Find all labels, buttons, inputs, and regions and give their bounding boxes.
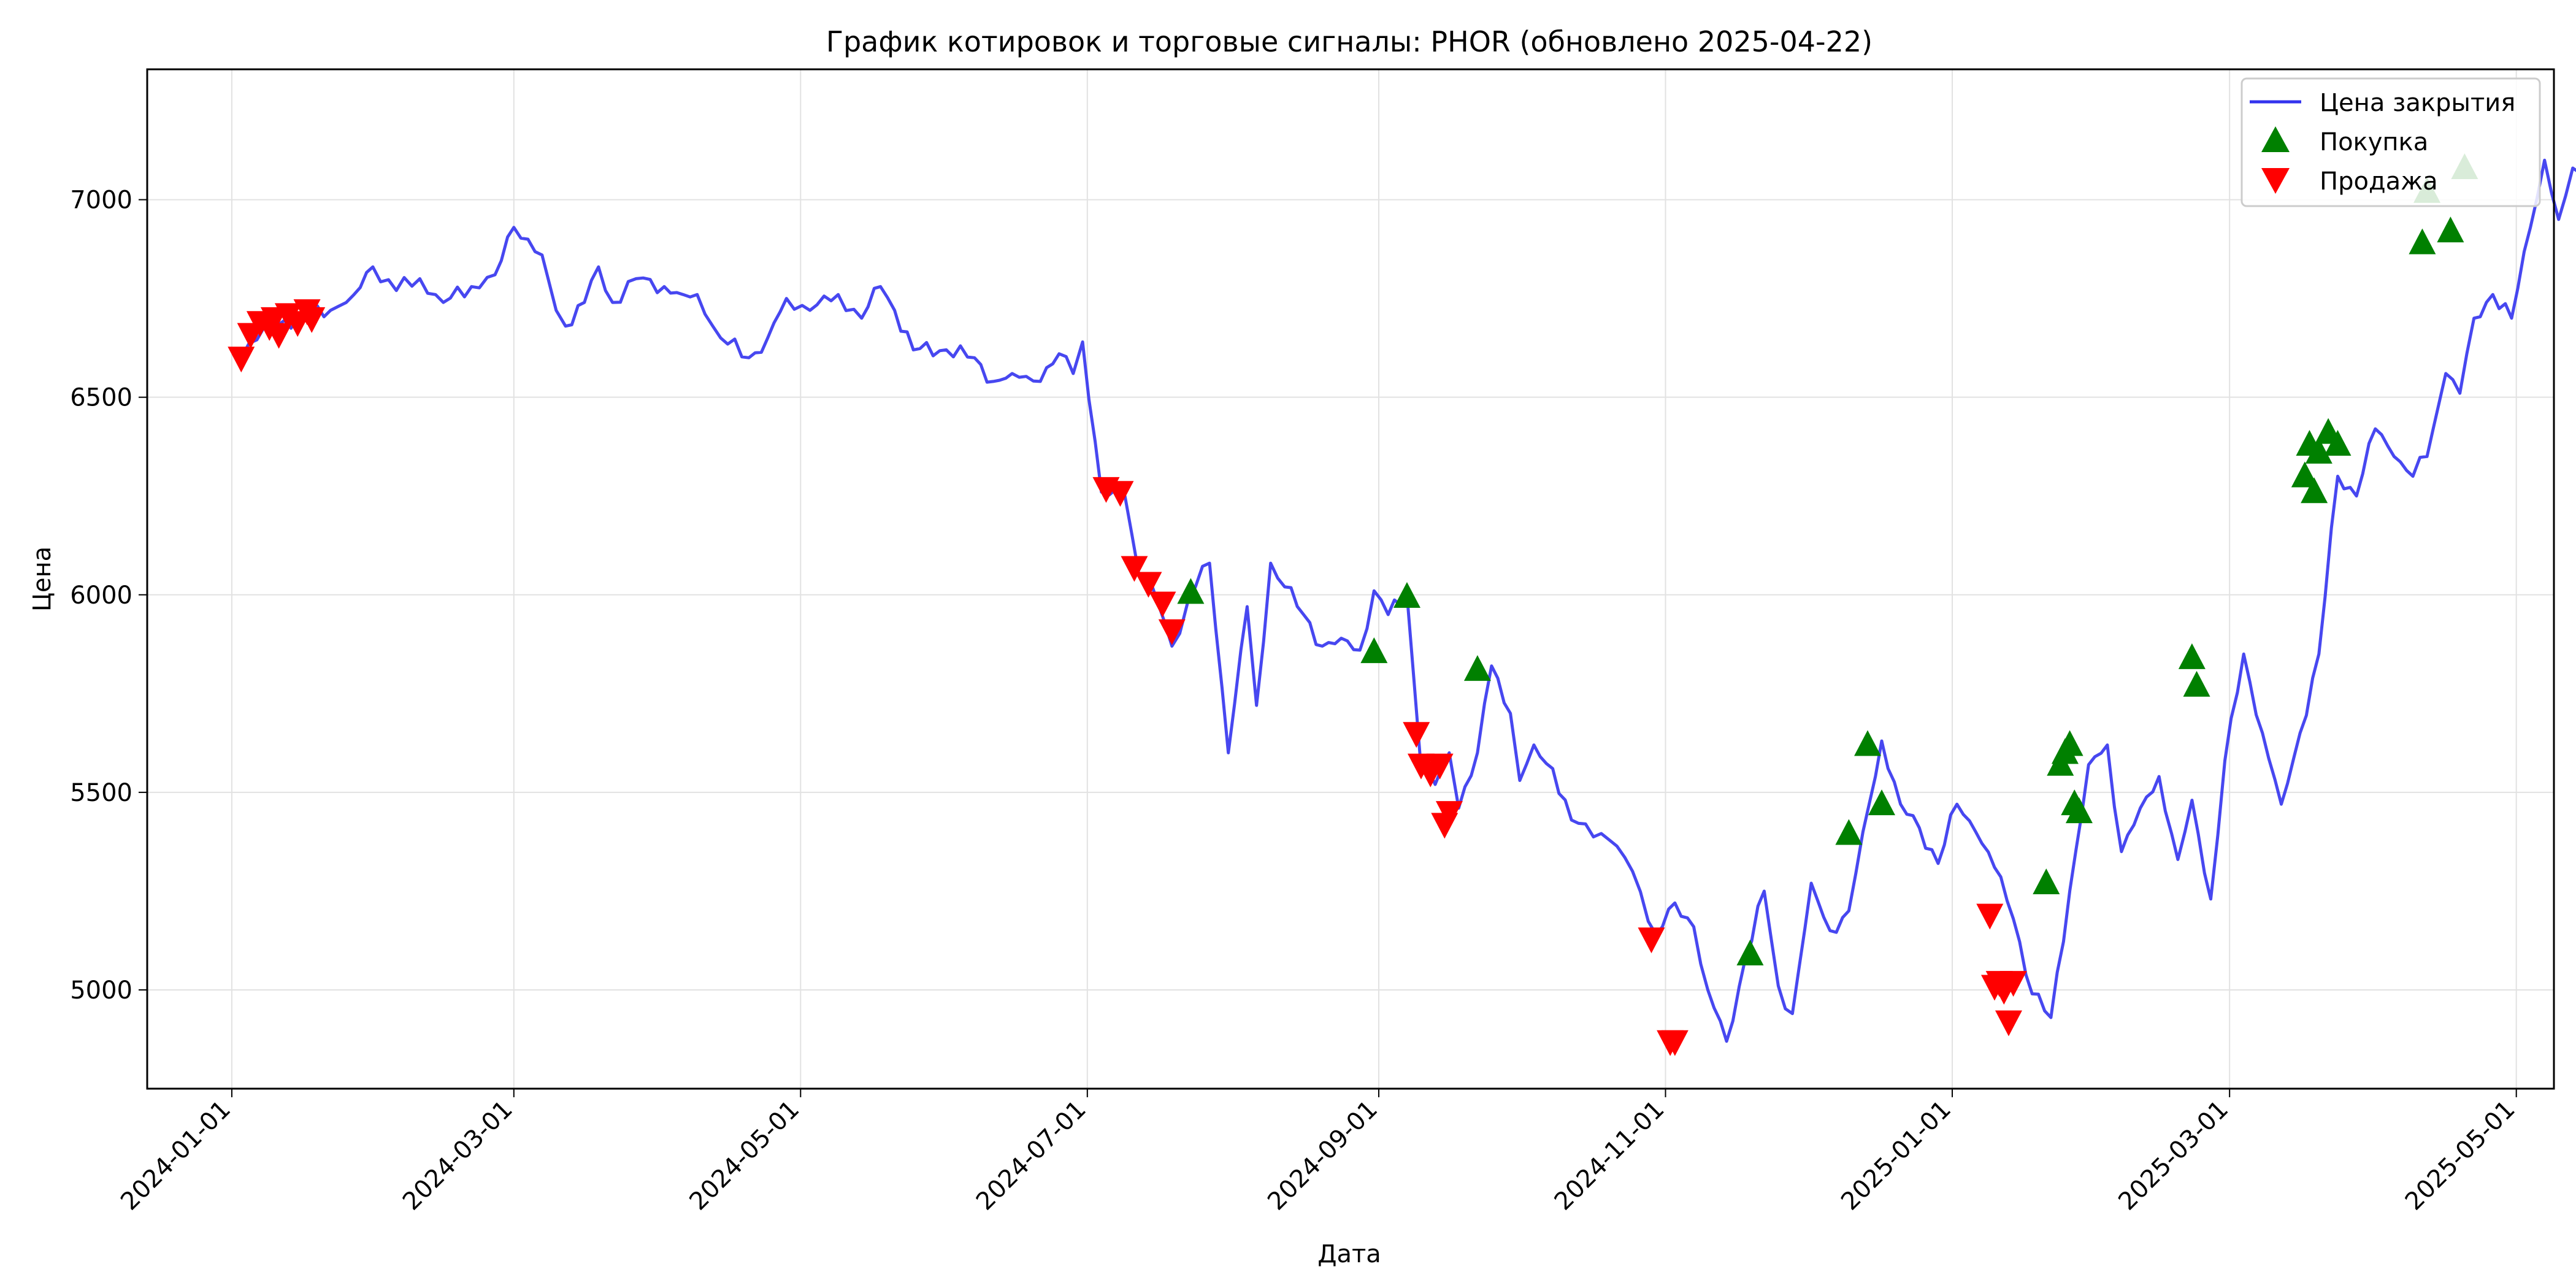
x-tick-label: 2025-03-01 [2113,1095,2234,1216]
sell-signal-marker [1135,572,1162,598]
y-tick-label: 6000 [70,581,132,610]
price-series [240,158,2576,1043]
sell-signal-marker [1661,1030,1689,1056]
buy-signal-marker [1835,819,1863,845]
grid [147,69,2554,1089]
buy-signals [1177,153,2478,965]
sell-signal-marker [1976,903,2004,930]
y-tick-label: 7000 [70,186,132,215]
price-line [240,158,2576,1043]
legend-box [2241,77,2541,207]
legend-buy-marker [2261,126,2290,152]
sell-signal-marker [228,347,255,373]
sell-signal-marker [1149,591,1176,618]
sell-signal-marker [1426,753,1454,780]
buy-signal-marker [2178,643,2206,669]
legend-label-price: Цена закрытия [2320,89,2515,117]
sell-signal-marker [1638,927,1665,954]
legend-label-buy: Покупка [2320,128,2428,156]
buy-signal-marker [2437,217,2464,243]
buy-signal-marker [2183,670,2210,697]
sell-signal-marker [1435,801,1463,827]
x-axis: 2024-01-01 2024-03-01 2024-05-01 2024-07-01… [115,1089,2521,1216]
buy-signal-marker [1736,939,1764,965]
buy-signal-marker [1463,655,1491,681]
buy-signal-marker [2065,797,2093,824]
legend: Цена закрытия Покупка Продажа [2241,77,2541,207]
legend-sell-marker [2261,168,2290,194]
x-tick-label: 2024-01-01 [115,1095,236,1216]
x-tick-label: 2025-05-01 [2400,1095,2521,1216]
legend-label-sell: Продажа [2320,167,2438,196]
sell-signal-marker [1999,971,2027,997]
x-tick-label: 2024-09-01 [1262,1095,1383,1216]
buy-signal-marker [2324,429,2352,456]
x-tick-label: 2024-07-01 [971,1095,1092,1216]
y-tick-label: 5000 [70,976,132,1005]
buy-signal-marker [2305,437,2333,464]
sell-signal-marker [298,307,326,333]
sell-signal-marker [1106,481,1134,507]
buy-signal-marker [1868,789,1896,816]
x-tick-label: 2024-11-01 [1549,1095,1670,1216]
buy-signal-marker [2033,868,2060,895]
sell-signal-marker [265,323,293,349]
sell-signal-marker [1121,556,1148,582]
buy-signal-marker [1393,581,1420,608]
y-axis: 5000 5500 6000 6500 7000 [70,186,147,1005]
sell-signal-marker [1403,722,1430,748]
y-tick-label: 5500 [70,779,132,807]
x-axis-label: Дата [1317,1240,1381,1268]
buy-signal-marker [1360,637,1388,664]
y-tick-label: 6500 [70,384,132,412]
x-tick-label: 2025-01-01 [1836,1095,1957,1216]
sell-signal-marker [1995,1010,2022,1037]
buy-signal-marker [1854,730,1882,756]
buy-signal-marker [2056,730,2083,756]
plot-frame [146,68,2555,1090]
buy-signal-marker [2301,477,2328,504]
buy-signal-marker [2291,461,2318,488]
buy-signal-marker [1177,578,1205,604]
chart-title: График котировок и торговые сигналы: PHO… [826,25,1873,58]
sell-signal-marker [1158,619,1186,645]
sell-signals [228,299,2027,1056]
x-tick-label: 2024-03-01 [397,1095,518,1216]
x-tick-label: 2024-05-01 [684,1095,805,1216]
buy-signal-marker [2409,228,2436,255]
y-axis-label: Цена [28,546,56,611]
